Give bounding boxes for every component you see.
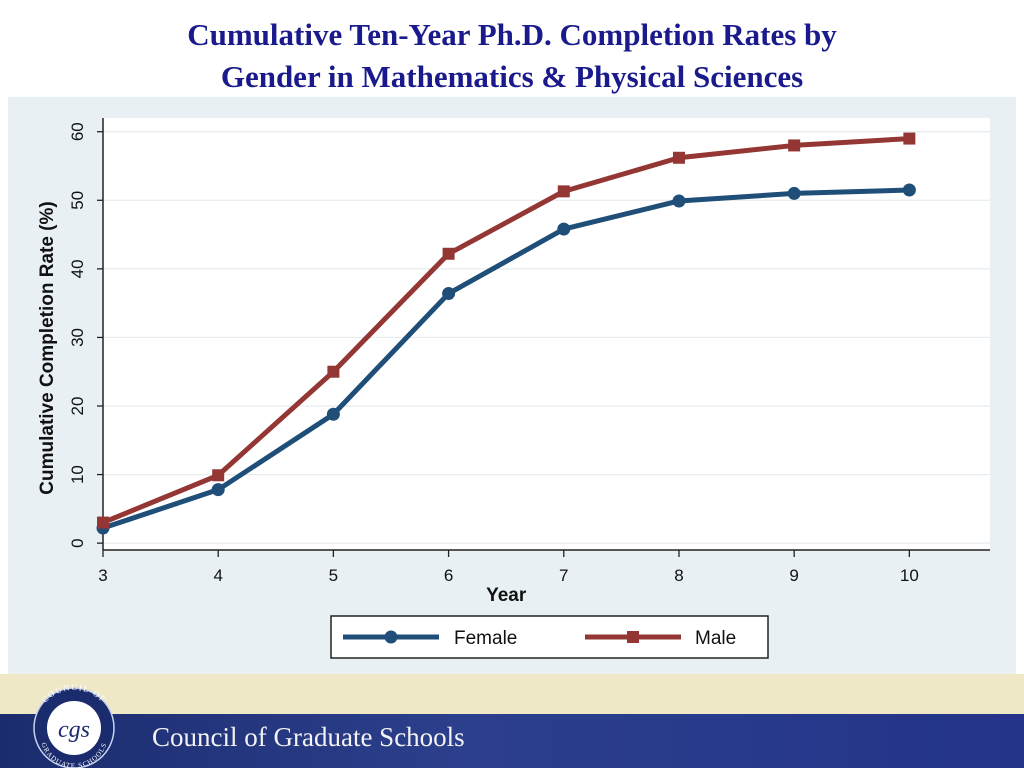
legend-label-male: Male xyxy=(695,628,736,649)
footer-bar xyxy=(0,714,1024,768)
data-point-male xyxy=(788,139,801,152)
footer-strip xyxy=(0,674,1024,714)
y-tick-label: 50 xyxy=(68,191,87,210)
data-point-female xyxy=(326,407,340,421)
cgs-logo-icon: COUNCIL OF GRADUATE SCHOOLS cgs xyxy=(33,684,115,768)
data-point-male xyxy=(442,247,455,260)
x-tick-label: 4 xyxy=(213,566,222,585)
data-point-female xyxy=(672,194,686,208)
line-chart: 0 10 20 30 40 50 60 3 4 5 6 7 8 9 10 Year Cumulative Com… xyxy=(37,118,990,659)
x-tick-label: 3 xyxy=(98,566,107,585)
data-point-female xyxy=(902,183,916,197)
legend-marker-female xyxy=(384,630,398,644)
data-point-male xyxy=(97,516,109,529)
legend-marker-male xyxy=(627,631,639,643)
x-tick-label: 5 xyxy=(329,566,338,585)
data-point-male xyxy=(327,365,340,378)
title-line-2: Gender in Mathematics & Physical Science… xyxy=(220,59,804,94)
y-tick-label: 20 xyxy=(68,397,87,416)
x-axis-label: Year xyxy=(486,585,527,606)
x-tick-label: 6 xyxy=(444,566,453,585)
series-line-male xyxy=(100,136,912,526)
data-point-female xyxy=(211,483,225,497)
y-tick-label: 40 xyxy=(68,259,87,278)
y-tick-label: 30 xyxy=(68,328,87,347)
x-tick-label: 10 xyxy=(900,566,919,585)
chart-panel: 0 10 20 30 40 50 60 3 4 5 6 7 8 9 10 Year Cumulative Com… xyxy=(8,97,1016,685)
y-tick-label: 0 xyxy=(68,538,87,547)
series-line-female xyxy=(100,187,912,531)
x-tick-label: 8 xyxy=(674,566,683,585)
y-axis-label: Cumulative Completion Rate (%) xyxy=(37,201,58,494)
data-point-female xyxy=(557,222,571,236)
slide-title: Cumulative Ten-Year Ph.D. Completion Rat… xyxy=(0,14,1024,98)
data-point-male xyxy=(903,132,916,145)
title-line-1: Cumulative Ten-Year Ph.D. Completion Rat… xyxy=(187,17,837,52)
x-tick-label: 7 xyxy=(559,566,568,585)
data-point-male xyxy=(672,151,685,164)
logo-mark-text: cgs xyxy=(58,717,90,743)
y-tick-label: 60 xyxy=(68,122,87,141)
footer-org-name: Council of Graduate Schools xyxy=(152,722,465,752)
data-point-female xyxy=(442,287,456,301)
data-point-male xyxy=(212,469,225,482)
data-point-female xyxy=(787,186,801,200)
data-point-male xyxy=(557,185,570,198)
plot-area xyxy=(103,118,990,550)
y-tick-label: 10 xyxy=(68,465,87,484)
x-tick-label: 9 xyxy=(789,566,798,585)
legend-label-female: Female xyxy=(454,628,517,649)
